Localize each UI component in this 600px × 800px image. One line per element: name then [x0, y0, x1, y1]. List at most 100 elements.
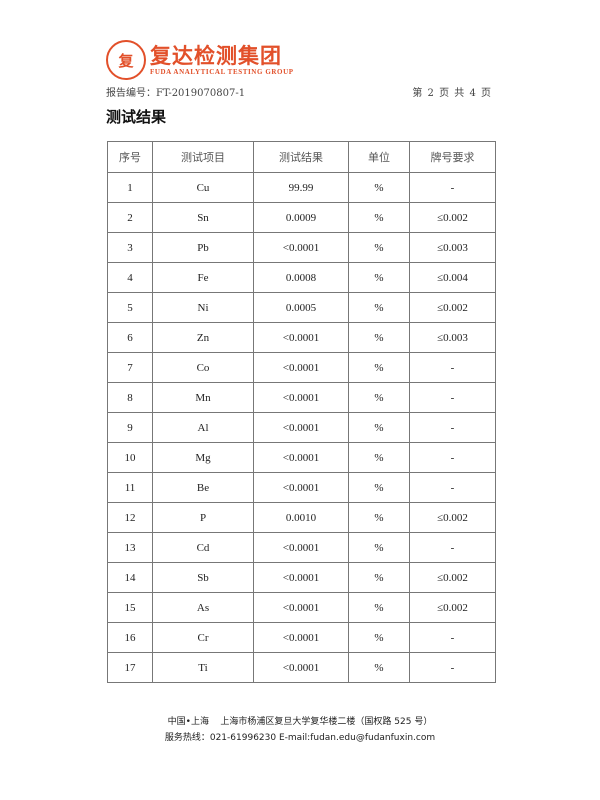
table-cell: 12 — [107, 502, 153, 533]
table-cell: 14 — [107, 562, 153, 593]
table-row: 5 Ni 0.0005% ≤0.002 — [107, 292, 496, 323]
table-cell: % — [348, 532, 410, 563]
table-cell: Cu — [152, 172, 254, 203]
table-row: 17 Ti <0.0001% - — [107, 652, 496, 683]
table-cell: % — [348, 562, 410, 593]
table-cell: Co — [152, 352, 254, 383]
table-cell: <0.0001 — [253, 232, 349, 263]
table-cell: % — [348, 232, 410, 263]
table-cell: 6 — [107, 322, 153, 353]
table-cell: ≤0.003 — [409, 232, 496, 263]
table-cell: 0.0008 — [253, 262, 349, 293]
table-cell: % — [348, 172, 410, 203]
table-cell: ≤0.002 — [409, 592, 496, 623]
table-cell: As — [152, 592, 254, 623]
table-cell: 8 — [107, 382, 153, 413]
column-header: 牌号要求 — [409, 141, 496, 173]
table-cell: % — [348, 262, 410, 293]
table-row: 9 Al <0.0001% - — [107, 412, 496, 443]
section-title: 测试结果 — [106, 108, 167, 126]
table-row: 15 As <0.0001% ≤0.002 — [107, 592, 496, 623]
table-cell: 5 — [107, 292, 153, 323]
table-cell: 13 — [107, 532, 153, 563]
table-row: 8 Mn <0.0001% - — [107, 382, 496, 413]
table-cell: 3 — [107, 232, 153, 263]
table-cell: 7 — [107, 352, 153, 383]
table-cell: <0.0001 — [253, 652, 349, 683]
table-cell: - — [409, 352, 496, 383]
table-cell: <0.0001 — [253, 352, 349, 383]
table-cell: ≤0.002 — [409, 562, 496, 593]
footer-contact: 服务热线：021-61996230 E-mail:fudan.edu@fudan… — [164, 733, 436, 743]
table-cell: - — [409, 472, 496, 503]
table-row: 6 Zn <0.0001% ≤0.003 — [107, 322, 496, 353]
table-cell: % — [348, 592, 410, 623]
table-cell: % — [348, 502, 410, 533]
table-row: 13 Cd <0.0001% - — [107, 532, 496, 563]
table-cell: <0.0001 — [253, 442, 349, 473]
table-cell: Cd — [152, 532, 254, 563]
table-cell: % — [348, 292, 410, 323]
table-row: 2 Sn 0.0009% ≤0.002 — [107, 202, 496, 233]
table-cell: ≤0.003 — [409, 322, 496, 353]
logo-cn: 复达检测集团 — [150, 43, 282, 68]
report-number: 报告编号：FT-2019070807-1 — [106, 88, 246, 99]
table-row: 4 Fe 0.0008% ≤0.004 — [107, 262, 496, 293]
table-cell: - — [409, 622, 496, 653]
column-header: 测试项目 — [152, 141, 254, 173]
table-cell: Pb — [152, 232, 254, 263]
table-cell: % — [348, 472, 410, 503]
table-cell: <0.0001 — [253, 592, 349, 623]
table-cell: 1 — [107, 172, 153, 203]
table-cell: 17 — [107, 652, 153, 683]
table-row: 10 Mg <0.0001% - — [107, 442, 496, 473]
table-row: 16 Cr <0.0001% - — [107, 622, 496, 653]
table-cell: <0.0001 — [253, 322, 349, 353]
company-logo: 复 复达检测集团 FUDA ANALYTICAL TESTING GROUP — [106, 40, 294, 80]
table-cell: - — [409, 412, 496, 443]
footer-address: 中国•上海 上海市杨浦区复旦大学复华楼二楼（国权路 525 号） — [167, 717, 433, 727]
table-cell: % — [348, 322, 410, 353]
table-cell: Ni — [152, 292, 254, 323]
table-cell: % — [348, 352, 410, 383]
table-cell: P — [152, 502, 254, 533]
table-cell: % — [348, 442, 410, 473]
logo-en: FUDA ANALYTICAL TESTING GROUP — [150, 67, 294, 76]
table-cell: - — [409, 652, 496, 683]
table-cell: - — [409, 382, 496, 413]
table-cell: 11 — [107, 472, 153, 503]
table-cell: <0.0001 — [253, 562, 349, 593]
table-cell: Fe — [152, 262, 254, 293]
table-cell: Al — [152, 412, 254, 443]
table-cell: 0.0010 — [253, 502, 349, 533]
table-cell: Sn — [152, 202, 254, 233]
table-cell: Mn — [152, 382, 254, 413]
table-cell: 15 — [107, 592, 153, 623]
table-cell: % — [348, 382, 410, 413]
table-row: 11 Be <0.0001% - — [107, 472, 496, 503]
table-cell: Be — [152, 472, 254, 503]
table-cell: 9 — [107, 412, 153, 443]
table-row: 3 Pb <0.0001% ≤0.003 — [107, 232, 496, 263]
table-cell: - — [409, 442, 496, 473]
table-cell: <0.0001 — [253, 382, 349, 413]
table-row: 7 Co <0.0001% - — [107, 352, 496, 383]
table-cell: % — [348, 652, 410, 683]
table-cell: <0.0001 — [253, 472, 349, 503]
page-number: 第 2 页 共 4 页 — [412, 88, 492, 99]
table-row: 1 Cu 99.99% - — [107, 172, 496, 203]
column-header: 单位 — [348, 141, 410, 173]
table-cell: Mg — [152, 442, 254, 473]
table-cell: 2 — [107, 202, 153, 233]
table-cell: <0.0001 — [253, 412, 349, 443]
results-table: 序号 测试项目 测试结果 单位 牌号要求 1 Cu 99.99% -2 Sn 0.0009% ≤0.… — [107, 141, 496, 683]
table-cell: <0.0001 — [253, 532, 349, 563]
table-cell: ≤0.002 — [409, 292, 496, 323]
table-cell: 4 — [107, 262, 153, 293]
table-cell: Zn — [152, 322, 254, 353]
table-cell: ≤0.002 — [409, 502, 496, 533]
table-cell: 16 — [107, 622, 153, 653]
footer: 中国•上海 上海市杨浦区复旦大学复华楼二楼（国权路 525 号） 服务热线：02… — [0, 714, 600, 746]
seal-icon: 复 — [106, 40, 146, 80]
column-header: 序号 — [107, 141, 153, 173]
